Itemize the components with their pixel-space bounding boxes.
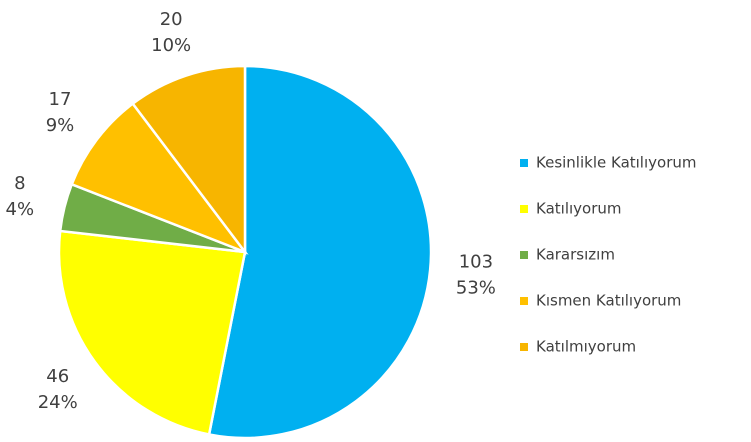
- data-label: 103: [459, 252, 493, 273]
- pie-slice: [207, 64, 433, 440]
- legend-label: Katılıyorum: [536, 200, 622, 218]
- pie-slice: [70, 101, 249, 255]
- percent-label: 4%: [6, 199, 35, 220]
- legend-swatch: [520, 343, 528, 351]
- legend-label: Katılmıyorum: [536, 338, 636, 356]
- pie-slice: [131, 64, 247, 256]
- data-label: 20: [160, 9, 183, 30]
- data-label: 46: [46, 366, 69, 387]
- pie-slice: [57, 229, 247, 436]
- legend-swatch: [520, 251, 528, 259]
- percent-label: 10%: [151, 35, 191, 56]
- data-label: 17: [49, 89, 72, 110]
- percent-label: 24%: [38, 392, 78, 413]
- legend-label: Kesinlikle Katılıyorum: [536, 154, 696, 172]
- legend-swatch: [520, 159, 528, 167]
- legend-label: Kısmen Katılıyorum: [536, 292, 681, 310]
- legend-label: Kararsızım: [536, 246, 615, 264]
- legend-swatch: [520, 205, 528, 213]
- data-label: 8: [14, 173, 25, 194]
- legend-swatch: [520, 297, 528, 305]
- percent-label: 9%: [46, 115, 75, 136]
- percent-label: 53%: [456, 278, 496, 299]
